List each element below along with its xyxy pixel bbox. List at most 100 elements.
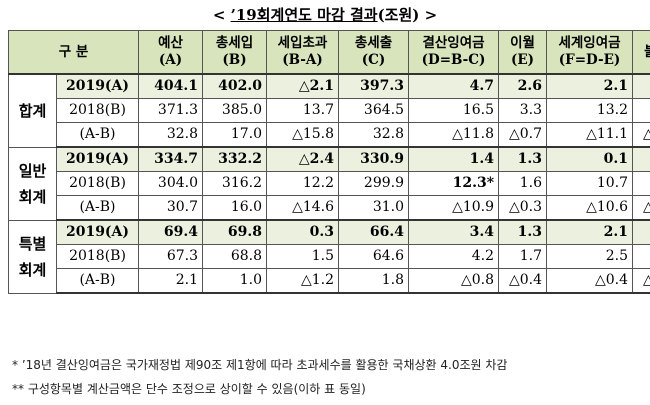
header-line2: (E) [510, 52, 535, 68]
table-cell: △0.3 [498, 195, 548, 221]
table-cell: 299.9 [338, 171, 410, 196]
table-cell: 4.3 [632, 244, 650, 269]
table-cell: 3.4 [408, 219, 500, 245]
table-cell: △10.6 [546, 195, 634, 221]
table-cell: 364.5 [338, 98, 410, 123]
table-cell: 32.8 [138, 122, 204, 148]
table-cell: △0.7 [498, 122, 548, 148]
table-cell: 330.9 [338, 146, 410, 172]
table-row: (A-B)32.817.0△15.832.8△11.8△0.7△11.1△0.7 [9, 122, 650, 148]
column-header: 이월 (E) [498, 30, 548, 75]
table-cell: 32.8 [338, 122, 410, 148]
table-cell: △0.2 [632, 195, 650, 221]
header-line1: 세계잉여금 [558, 35, 621, 51]
table-cell: 1.7 [498, 244, 548, 269]
header-line2: (B) [222, 52, 247, 68]
header-line2: (B-A) [282, 52, 323, 68]
table-cell: △15.8 [266, 122, 340, 148]
table-cell: 1.0 [202, 268, 268, 294]
header-line1: 결산잉여금 [422, 35, 485, 51]
table-cell: △0.4 [546, 268, 634, 294]
table-cell: 332.2 [202, 146, 268, 172]
row-label: 2019(A) [55, 146, 140, 172]
column-header: 결산잉여금 (D=B-C) [408, 30, 500, 75]
table-cell: 16.0 [202, 195, 268, 221]
table-cell: 316.2 [202, 171, 268, 196]
table-cell: 0.3 [266, 219, 340, 245]
table-cell: △10.9 [408, 195, 500, 221]
column-header: 구 분 [7, 30, 140, 75]
table-cell: 402.0 [202, 73, 268, 99]
row-label: (A-B) [55, 195, 140, 221]
table-cell: 17.0 [202, 122, 268, 148]
column-header: 불용 [632, 30, 650, 75]
table-cell: 66.4 [338, 219, 410, 245]
table-cell: 10.7 [546, 171, 634, 196]
table-cell: 1.5 [266, 244, 340, 269]
header-line2: (A) [158, 52, 183, 68]
column-header: 세입초과 (B-A) [266, 30, 340, 75]
table-cell: △14.6 [266, 195, 340, 221]
table-cell: 12.2 [266, 171, 340, 196]
row-label: 2019(A) [55, 219, 140, 245]
row-label: 2018(B) [55, 171, 140, 196]
table-cell: 2.1 [138, 268, 204, 294]
title-prefix: < [212, 6, 231, 24]
table-cell: 397.3 [338, 73, 410, 99]
column-header: 예산 (A) [138, 30, 204, 75]
header-line1: 불용 [637, 44, 650, 61]
table-cell: 1.4 [408, 146, 500, 172]
table-cell: 1.3 [498, 146, 548, 172]
table-cell: 4.1 [632, 146, 650, 172]
footnote-2: ** 구성항목별 계산금액은 단수 조정으로 상이할 수 있음(이하 표 동일) [12, 382, 366, 396]
footnote-1: * ’18년 결산잉여금은 국가재정법 제90조 제1항에 따라 초과세수를 활… [12, 358, 508, 372]
table-title: < ’19회계연도 마감 결과(조원) > [0, 4, 650, 25]
table-cell: 371.3 [138, 98, 204, 123]
table-cell: 4.7 [408, 73, 500, 99]
column-header: 총세출 (C) [338, 30, 410, 75]
table-cell: 334.7 [138, 146, 204, 172]
title-main: ’19회계연도 마감 결과 [230, 6, 378, 24]
table-cell: △11.8 [408, 122, 500, 148]
table-cell: 2.1 [546, 73, 634, 99]
header-line1: 총세출 [354, 35, 393, 51]
header-line2: (C) [361, 52, 386, 68]
row-label: 2018(B) [55, 98, 140, 123]
table-cell: 30.7 [138, 195, 204, 221]
table-cell: 12.3* [408, 171, 500, 196]
table-row: 2018(B)67.368.81.564.64.21.72.54.3 [9, 244, 650, 269]
table-cell: △0.7 [632, 122, 650, 148]
table-cell: 1.3 [498, 219, 548, 245]
table-cell: 404.1 [138, 73, 204, 99]
header-line1: 구 분 [58, 43, 89, 60]
header-line1: 예산 [158, 35, 183, 51]
table-cell: △0.4 [498, 268, 548, 294]
table-cell: 64.6 [338, 244, 410, 269]
table-cell: 8.6 [632, 98, 650, 123]
table-cell: 0.1 [546, 146, 634, 172]
group-label: 일반 회계 [8, 146, 57, 221]
settlement-table: 구 분 예산 (A) 총세입 (B) 세입초과 (B-A) 총세출 (C) 결산잉여금 (D=B-C… [7, 30, 650, 294]
table-cell: △11.1 [546, 122, 634, 148]
table-cell: 67.3 [138, 244, 204, 269]
table-row: 일반 회계 2019(A) 334.7 332.2 △2.4 330.9 1.4 1.3 0.1… [8, 146, 650, 221]
table-row: (A-B)30.716.0△14.631.0△10.9△0.3△10.6△0.2 [9, 195, 650, 221]
table-cell: 4.2 [408, 244, 500, 269]
table-cell: 7.9 [632, 73, 650, 99]
table-cell: 16.5 [408, 98, 500, 123]
table-cell: 304.0 [138, 171, 204, 196]
table-cell: 4.3 [632, 171, 650, 196]
table-cell: △0.8 [408, 268, 500, 294]
table-cell: △2.4 [266, 146, 340, 172]
table-cell: 2.1 [546, 219, 634, 245]
table-cell: 69.4 [138, 219, 204, 245]
table-cell: 13.2 [546, 98, 634, 123]
header-line2: (F=D-E) [558, 52, 621, 68]
table-cell: 31.0 [338, 195, 410, 221]
table-cell: 2.5 [546, 244, 634, 269]
table-row: (A-B)2.11.0△1.21.8△0.8△0.4△0.4△0.5 [9, 268, 650, 294]
header-line1: 총세입 [215, 35, 254, 51]
table-cell: 1.8 [338, 268, 410, 294]
